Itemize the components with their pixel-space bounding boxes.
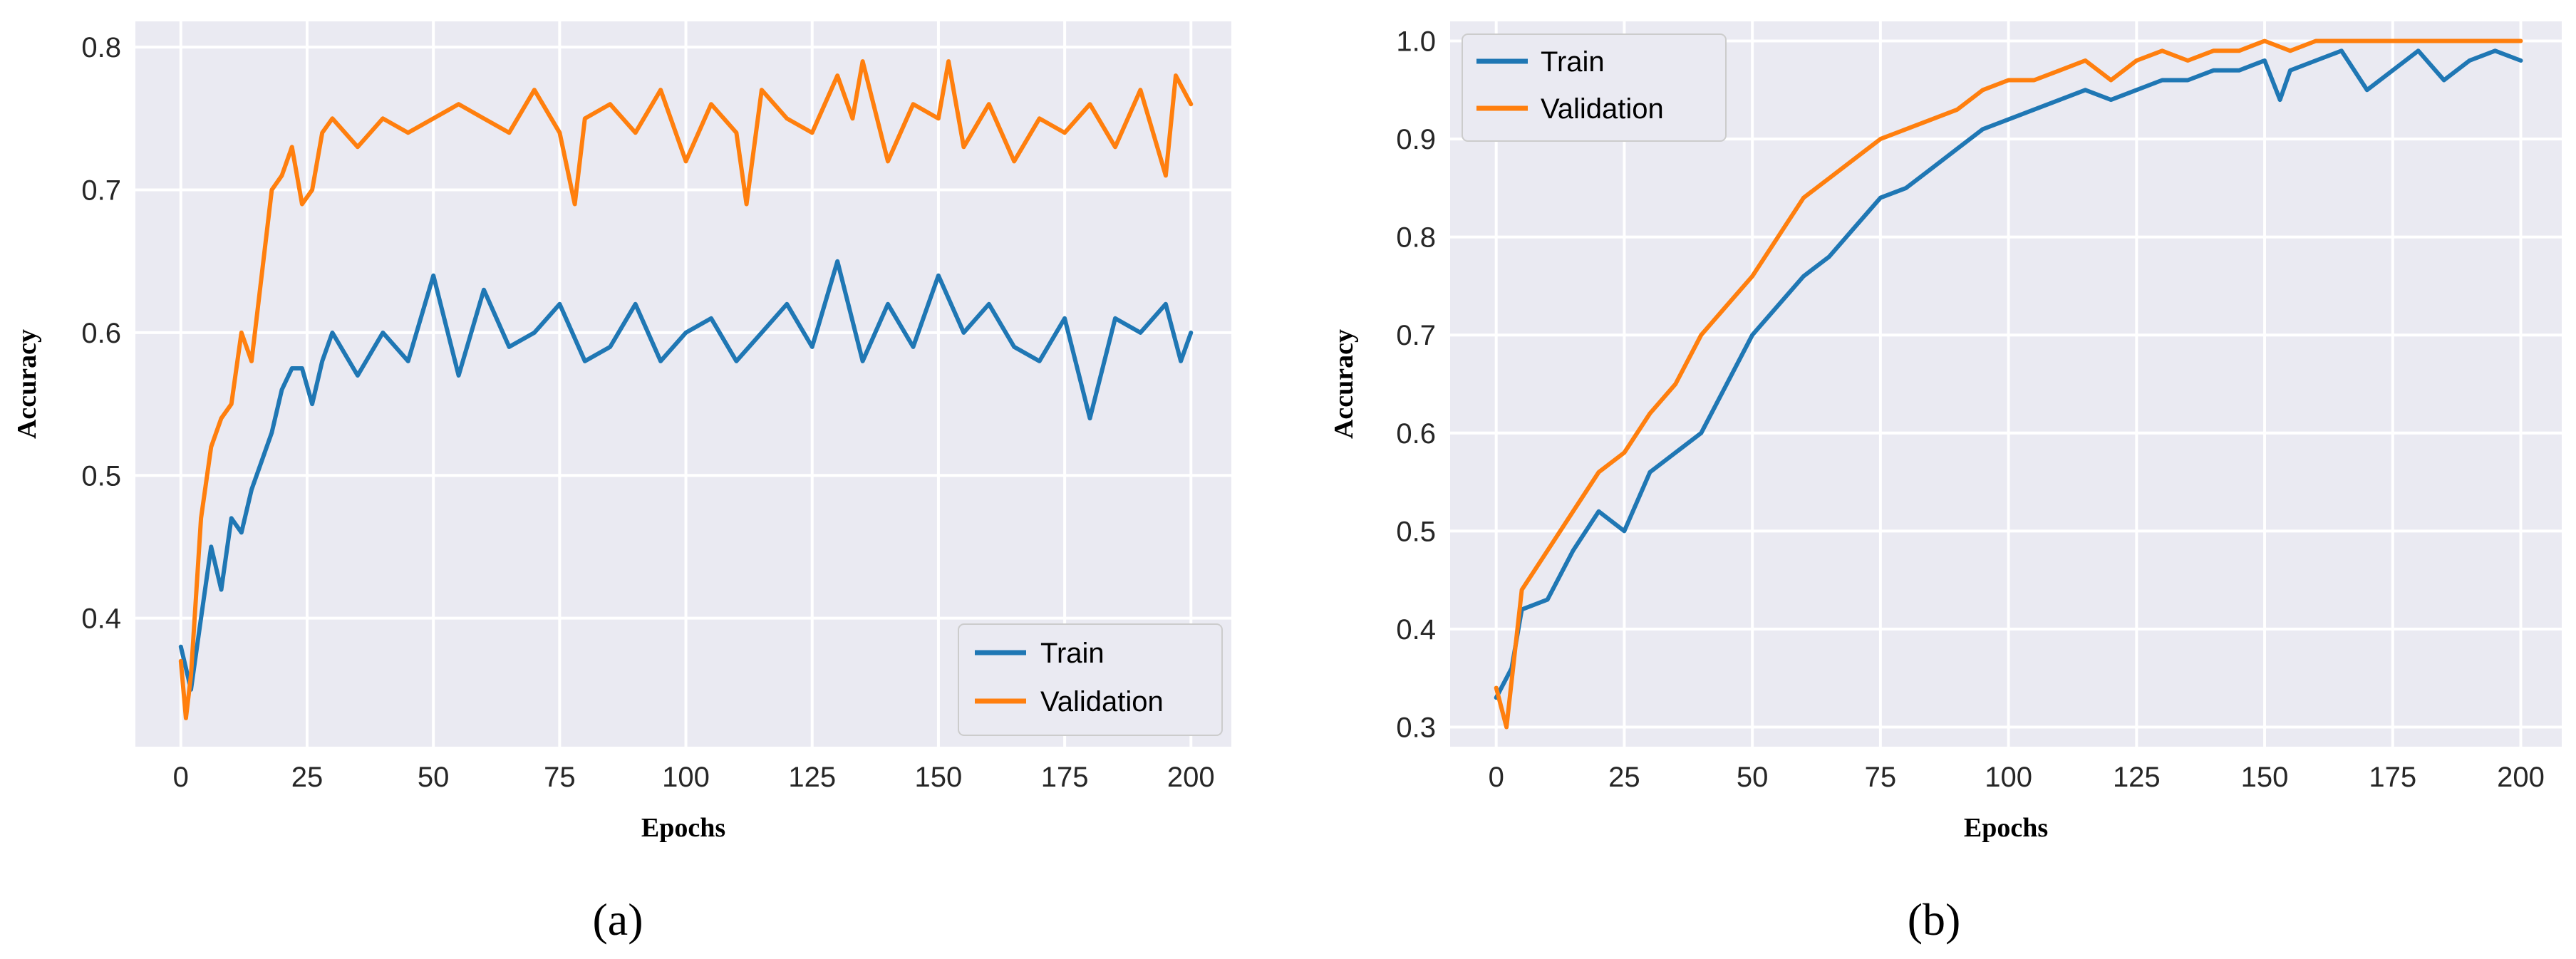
- x-tick-label: 125: [788, 762, 836, 793]
- series-line-validation: [178, 59, 1194, 720]
- series-line-train: [178, 259, 1194, 692]
- x-tick-label: 25: [1608, 762, 1640, 793]
- y-tick-label: 1.0: [1396, 26, 1436, 58]
- x-tick-label: 150: [2241, 762, 2289, 793]
- y-tick-label: 0.6: [1396, 418, 1436, 450]
- y-tick-label: 0.5: [1396, 516, 1436, 547]
- x-tick-label: 100: [1985, 762, 2032, 793]
- y-axis-label-b: Accuracy: [1329, 329, 1359, 439]
- y-tick-label: 0.4: [1396, 614, 1436, 646]
- y-tick-label: 0.4: [81, 603, 121, 635]
- legend-label-train-b: Train: [1541, 46, 1605, 78]
- y-tick-label: 0.8: [81, 32, 121, 63]
- x-axis-label-a: Epochs: [641, 813, 725, 843]
- y-tick-label: 0.9: [1396, 124, 1436, 155]
- x-tick-label: 50: [1737, 762, 1769, 793]
- series-lines-a: [178, 59, 1194, 720]
- y-tick-label: 0.7: [81, 175, 121, 206]
- series-lines-b: [1494, 38, 2523, 730]
- series-line-validation: [1494, 38, 2523, 730]
- x-tick-label: 125: [2113, 762, 2161, 793]
- x-tick-label: 100: [662, 762, 710, 793]
- legend-label-validation-a: Validation: [1040, 686, 1164, 717]
- x-tick-label: 0: [1489, 762, 1504, 793]
- y-tick-label: 0.6: [81, 318, 121, 349]
- x-tick-label: 75: [544, 762, 576, 793]
- y-tick-label: 0.5: [81, 460, 121, 492]
- legend-label-train-a: Train: [1040, 638, 1105, 669]
- x-tick-label: 200: [1167, 762, 1215, 793]
- x-tick-label: 175: [1041, 762, 1089, 793]
- legend-box-b: [1462, 33, 1727, 142]
- series-line-train: [1494, 48, 2523, 700]
- x-tick-label: 25: [291, 762, 324, 793]
- y-axis-label-a: Accuracy: [12, 329, 42, 439]
- x-tick-label: 200: [2497, 762, 2545, 793]
- legend-b: Train Validation: [1462, 33, 1727, 142]
- y-tick-label: 0.3: [1396, 712, 1436, 743]
- plot-area-b: [1450, 21, 2562, 747]
- x-tick-label: 175: [2369, 762, 2416, 793]
- y-tick-label: 0.7: [1396, 320, 1436, 351]
- legend-a: Train Validation: [958, 623, 1223, 736]
- chart-panel-a: 0 25 50 75 100 125 150 175 200 0.4 0.5 0.6 0.7 0.8 Ep…: [12, 21, 1231, 945]
- caption-a: (a): [592, 894, 643, 945]
- x-tick-label: 150: [915, 762, 963, 793]
- legend-label-validation-b: Validation: [1541, 93, 1664, 125]
- x-tick-label: 75: [1865, 762, 1897, 793]
- tick-labels-a: 0 25 50 75 100 125 150 175 200 0.4 0.5 0.6 0.7 0.8: [81, 32, 1214, 793]
- x-axis-label-b: Epochs: [1964, 813, 2048, 843]
- caption-b: (b): [1908, 894, 1961, 945]
- tick-labels-b: 0 25 50 75 100 125 150 175 200 0.3 0.4 0.5 0.6 0.7 0.8…: [1396, 26, 2544, 793]
- x-tick-label: 0: [173, 762, 189, 793]
- chart-panel-b: 0 25 50 75 100 125 150 175 200 0.3 0.4 0.5 0.6 0.7 0.8…: [1329, 21, 2562, 945]
- x-tick-label: 50: [418, 762, 450, 793]
- y-tick-label: 0.8: [1396, 222, 1436, 254]
